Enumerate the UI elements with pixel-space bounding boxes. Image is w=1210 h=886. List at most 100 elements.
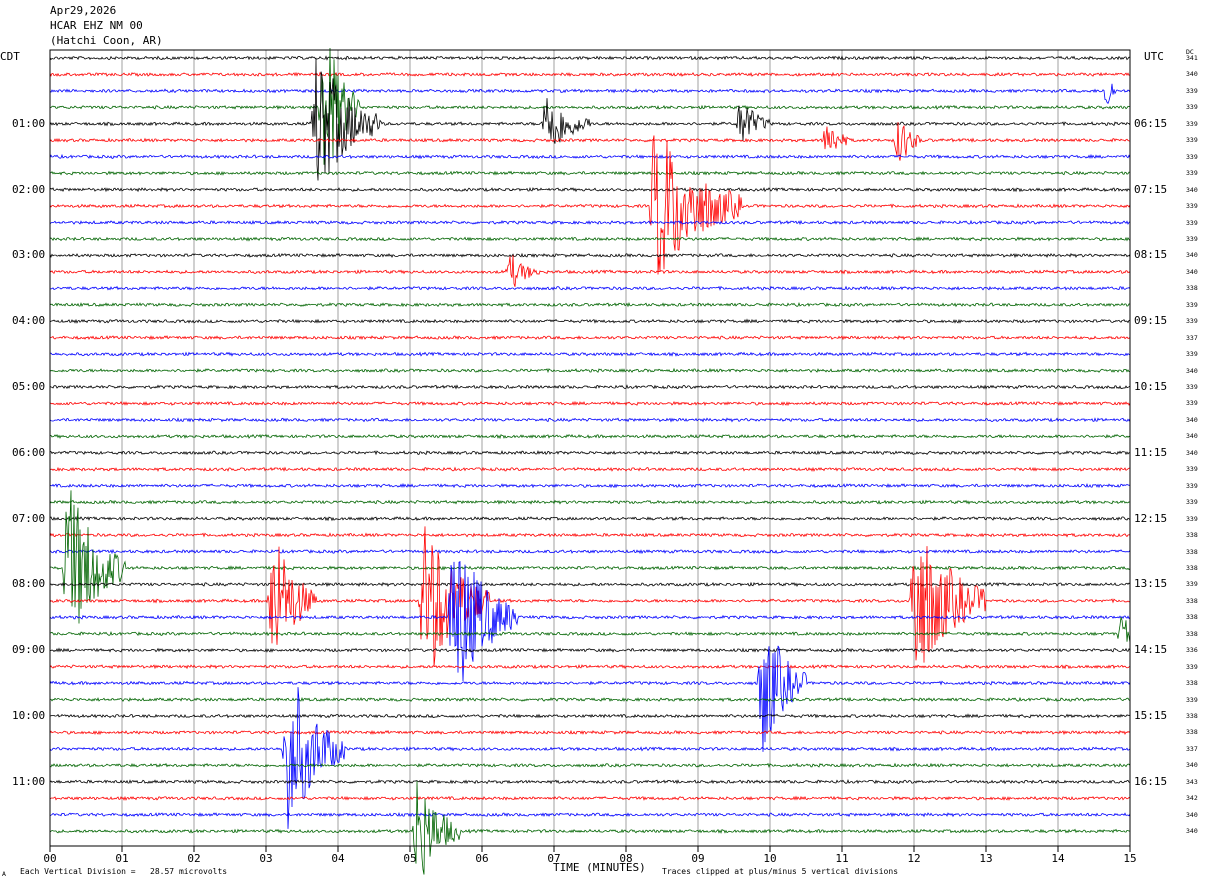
dc-offset-label: 340	[1186, 448, 1198, 457]
trace-line	[49, 729, 1131, 736]
trace-line	[49, 450, 1131, 456]
left-hour-label: 07:00	[12, 511, 46, 525]
dc-offset-label: 338	[1186, 547, 1198, 556]
dc-offset-label: 339	[1186, 103, 1198, 112]
dc-offset-label: 339	[1186, 169, 1198, 178]
corner-mark: A	[2, 870, 6, 878]
trace-line	[49, 561, 1131, 682]
dc-offset-label: 338	[1186, 629, 1198, 638]
dc-label: DC	[1186, 48, 1194, 56]
trace-line	[49, 135, 1131, 275]
left-hour-label: 05:00	[12, 380, 46, 393]
left-timezone-label: CDT	[0, 50, 20, 63]
trace-line	[49, 57, 1131, 181]
dc-offset-label: 339	[1186, 399, 1198, 408]
dc-offset-label: 340	[1186, 267, 1198, 276]
x-tick-label: 11	[835, 852, 848, 865]
trace-line	[49, 762, 1131, 768]
trace-line	[49, 252, 1131, 259]
right-hour-label: 13:15	[1134, 577, 1168, 591]
x-tick-label: 08	[619, 852, 632, 865]
dc-offset-label: 338	[1186, 531, 1198, 540]
trace-line	[49, 482, 1131, 489]
trace-line	[49, 255, 1131, 287]
trace-line	[49, 780, 1131, 875]
trace-line	[49, 47, 1130, 165]
trace-line	[49, 617, 1131, 643]
dc-offset-label: 343	[1186, 777, 1198, 786]
dc-offset-label: 339	[1186, 234, 1198, 243]
trace-line	[49, 367, 1130, 374]
plot-frame	[49, 49, 1131, 847]
dc-offset-label: 339	[1186, 218, 1198, 227]
right-hour-label: 06:15	[1134, 116, 1168, 130]
x-tick-label: 09	[691, 852, 704, 865]
trace-line	[49, 664, 1131, 670]
dc-offset-label: 339	[1186, 202, 1198, 211]
trace-line	[49, 417, 1131, 423]
trace-line	[49, 186, 1131, 193]
dc-offset-label: 339	[1186, 514, 1198, 523]
dc-offset-label: 340	[1186, 432, 1198, 441]
date-label: Apr29,2026	[50, 4, 117, 17]
dc-offset-label: 338	[1186, 728, 1198, 737]
x-tick-label: 03	[259, 852, 272, 865]
dc-offset-label: 339	[1186, 300, 1198, 309]
dc-offset-label: 342	[1186, 794, 1198, 803]
station-label: HCAR EHZ NM 00	[50, 19, 143, 32]
left-hour-label: 02:00	[12, 182, 46, 196]
x-tick-label: 10	[763, 852, 776, 865]
trace-line	[49, 153, 1131, 160]
trace-line	[49, 548, 1131, 555]
x-tick-label: 15	[1123, 852, 1136, 865]
trace-line	[49, 400, 1131, 407]
dc-offset-label: 338	[1186, 613, 1198, 622]
dc-offset-label: 337	[1186, 744, 1198, 753]
trace-line	[50, 335, 1131, 341]
left-hour-label: 03:00	[12, 248, 46, 262]
right-timezone-label: UTC	[1144, 50, 1164, 63]
dc-offset-label: 340	[1186, 415, 1198, 424]
x-tick-label: 01	[115, 852, 128, 865]
dc-offset-label: 338	[1186, 679, 1198, 688]
dc-offset-label: 339	[1186, 695, 1198, 704]
dc-offset-label: 339	[1186, 481, 1198, 490]
x-tick-label: 12	[907, 852, 920, 865]
trace-line	[49, 713, 1131, 719]
dc-offset-label: 339	[1186, 152, 1198, 161]
trace-line	[49, 318, 1131, 324]
trace-line	[49, 647, 1131, 653]
right-hour-label: 15:15	[1134, 709, 1168, 722]
dc-offset-label: 340	[1186, 366, 1198, 375]
dc-offset-label: 338	[1186, 712, 1198, 720]
right-hour-label: 11:15	[1134, 445, 1168, 459]
dc-offset-label: 337	[1186, 333, 1198, 342]
trace-line	[49, 795, 1131, 801]
trace-line	[49, 236, 1131, 242]
dc-offset-label: 338	[1186, 563, 1198, 572]
x-tick-label: 14	[1051, 852, 1065, 865]
dc-offset-label: 340	[1186, 810, 1198, 819]
trace-line	[49, 433, 1131, 440]
trace-line	[49, 71, 1131, 78]
trace-line	[49, 696, 1131, 703]
left-hour-label: 11:00	[12, 774, 46, 788]
x-tick-label: 13	[979, 852, 992, 865]
trace-line	[49, 490, 1131, 624]
trace-line	[49, 499, 1131, 505]
dc-offset-label: 340	[1186, 761, 1198, 770]
trace-line	[49, 122, 1131, 161]
x-axis-title: TIME (MINUTES)	[553, 861, 646, 874]
dc-offset-label: 340	[1186, 251, 1198, 260]
left-hour-label: 09:00	[12, 643, 46, 657]
trace-line	[50, 351, 1131, 357]
trace-line	[49, 532, 1130, 538]
trace-line	[49, 687, 1131, 829]
right-hour-label: 14:15	[1134, 643, 1168, 657]
dc-offset-label: 339	[1186, 465, 1198, 474]
trace-line	[49, 779, 1131, 785]
trace-line	[49, 55, 1131, 61]
x-tick-label: 00	[43, 852, 56, 865]
trace-line	[49, 170, 1131, 176]
